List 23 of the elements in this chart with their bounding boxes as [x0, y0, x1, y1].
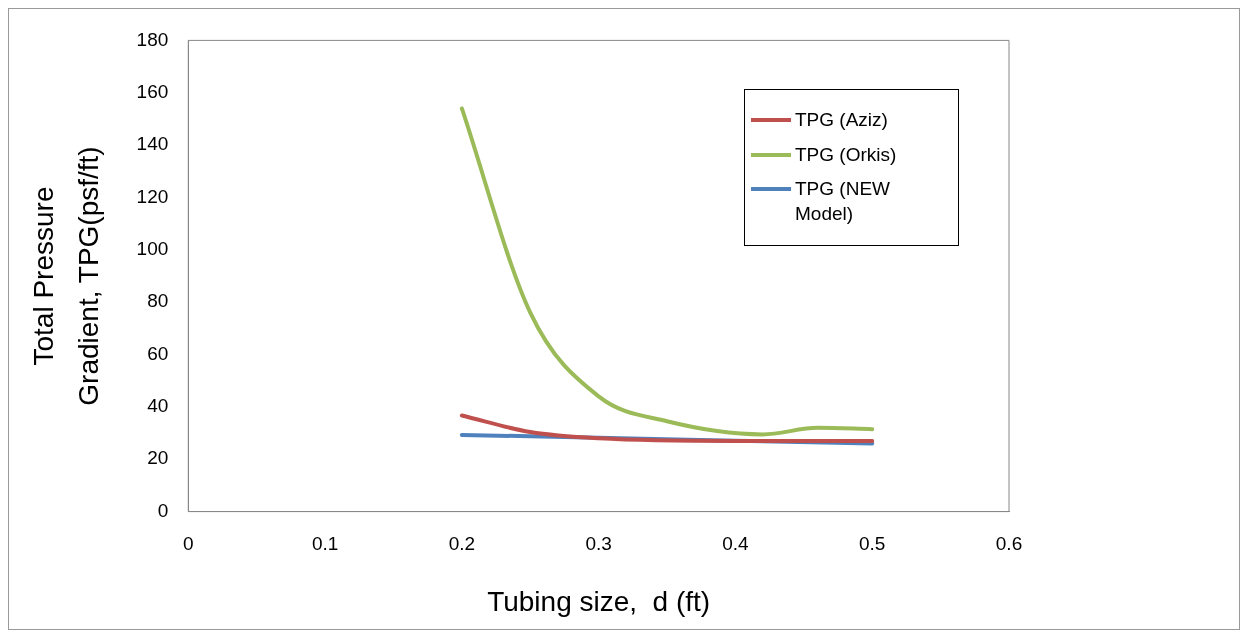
- line-series: [459, 413, 875, 443]
- x-tick-label: 0: [183, 533, 194, 555]
- y-tick-label: 0: [157, 499, 169, 521]
- y-tick-label: 20: [147, 447, 169, 469]
- y-tick-label: 180: [136, 28, 169, 50]
- y-tick-label: 60: [147, 342, 169, 364]
- x-tick-label: 0.2: [448, 533, 476, 555]
- legend-label: TPG (NEW Model): [795, 177, 891, 227]
- y-tick-label: 140: [136, 133, 169, 155]
- y-axis-title: Total Pressure Gradient, TPG(psf/ft): [28, 146, 104, 406]
- x-tick-label: 0.3: [585, 533, 612, 555]
- y-tick-label: 80: [147, 290, 169, 312]
- x-axis-title: Tubing size, d (ft): [487, 585, 711, 617]
- x-tick-label: 0.4: [722, 533, 750, 555]
- y-tick-label: 160: [136, 80, 169, 102]
- x-tick-label: 0.5: [859, 533, 886, 555]
- x-tick-label: 0.1: [311, 533, 339, 555]
- y-tick-label: 120: [136, 185, 169, 207]
- y-tick-label: 40: [147, 395, 169, 417]
- legend-label: TPG (Aziz): [795, 108, 888, 132]
- x-tick-label: 0.6: [995, 533, 1023, 555]
- y-tick-label: 100: [136, 238, 169, 260]
- legend-label: TPG (Orkis): [795, 142, 897, 167]
